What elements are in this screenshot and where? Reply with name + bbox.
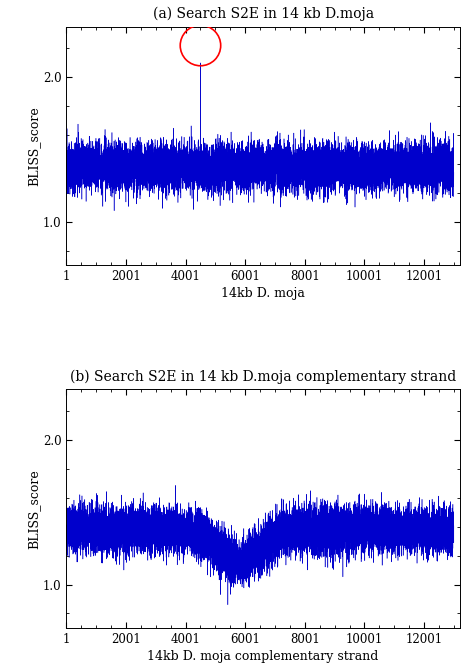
Y-axis label: BLISS_score: BLISS_score: [27, 469, 40, 548]
X-axis label: 14kb D. moja complementary strand: 14kb D. moja complementary strand: [147, 650, 379, 663]
Y-axis label: BLISS_score: BLISS_score: [27, 106, 40, 186]
Title: (b) Search S2E in 14 kb D.moja complementary strand: (b) Search S2E in 14 kb D.moja complemen…: [70, 369, 456, 384]
X-axis label: 14kb D. moja: 14kb D. moja: [221, 287, 305, 301]
Title: (a) Search S2E in 14 kb D.moja: (a) Search S2E in 14 kb D.moja: [153, 7, 374, 21]
